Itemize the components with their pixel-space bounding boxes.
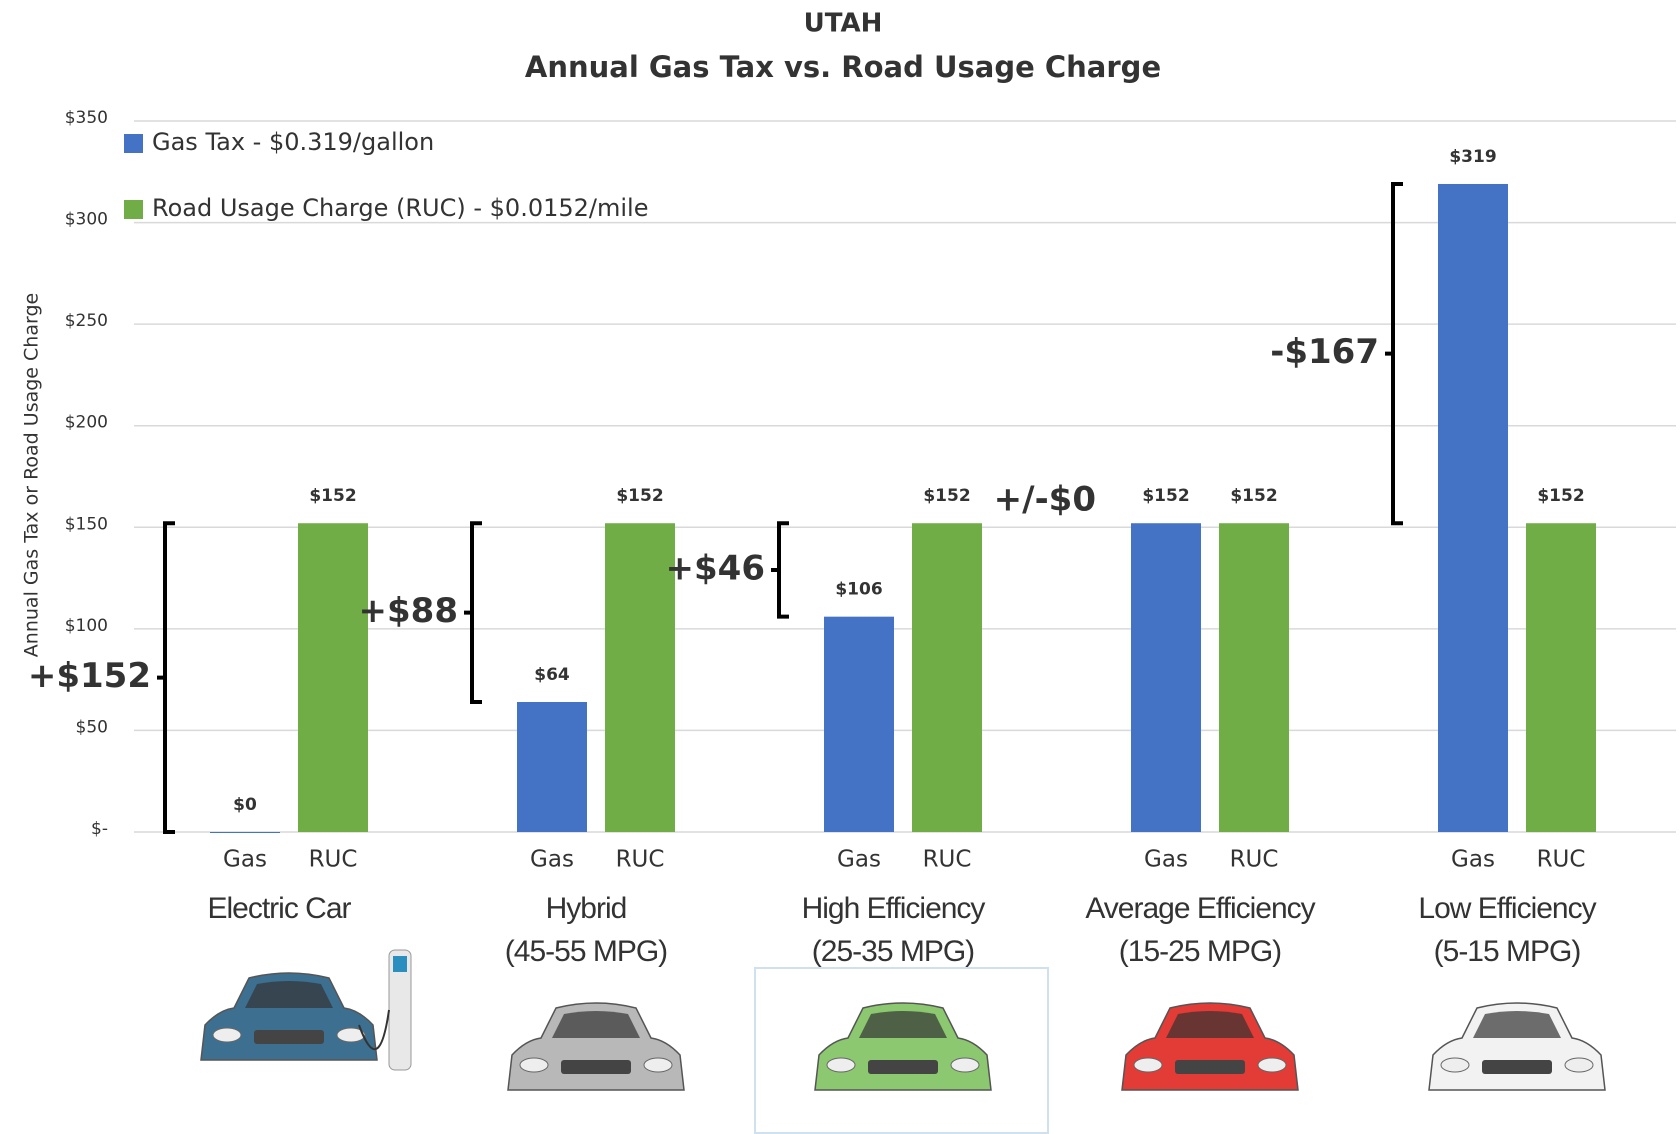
bar <box>1131 523 1201 832</box>
value-label: $152 <box>923 486 970 506</box>
bar <box>1438 183 1508 832</box>
chart-title: UTAH <box>804 9 883 39</box>
car-grille <box>1175 1060 1245 1074</box>
car-body <box>200 972 378 1061</box>
bar <box>1219 523 1289 832</box>
x-tick-label: RUC <box>309 847 358 873</box>
category-label: (15-25 MPG) <box>1119 935 1281 968</box>
category-label: Average Efficiency <box>1085 892 1315 925</box>
bracket <box>464 521 482 704</box>
car-window <box>859 1011 947 1038</box>
category-label: High Efficiency <box>802 892 986 925</box>
y-tick-label: $50 <box>76 717 108 737</box>
car-window <box>245 981 333 1008</box>
value-label: $152 <box>1230 486 1277 506</box>
category-label: Electric Car <box>207 892 351 925</box>
car-light <box>1257 1057 1287 1073</box>
annotation: +$46 <box>666 548 765 588</box>
y-tick-label: $200 <box>65 413 108 433</box>
category-label: (5-15 MPG) <box>1434 935 1581 968</box>
y-tick-label: $100 <box>65 616 108 636</box>
bracket <box>157 521 175 834</box>
value-label: $152 <box>309 486 356 506</box>
car-window <box>1473 1011 1561 1038</box>
annotation: +/-$0 <box>994 480 1096 520</box>
x-tick-label: Gas <box>223 847 267 873</box>
car-body <box>1121 1002 1299 1091</box>
value-label: $152 <box>1142 486 1189 506</box>
legend-swatch <box>124 200 143 219</box>
bar <box>517 701 587 832</box>
bracket <box>1385 181 1403 526</box>
car-light <box>826 1057 856 1073</box>
annotation: +$88 <box>359 591 458 631</box>
car-body <box>1428 1002 1606 1091</box>
x-tick-label: RUC <box>1230 847 1279 873</box>
bracket <box>771 521 789 619</box>
car-grille <box>868 1060 938 1074</box>
y-tick-label: $150 <box>65 514 108 534</box>
car-body <box>814 1002 992 1091</box>
car-grille <box>561 1060 631 1074</box>
car-grille <box>254 1030 324 1044</box>
category-label: (25-35 MPG) <box>812 935 974 968</box>
x-tick-label: Gas <box>1144 847 1188 873</box>
value-label: $152 <box>616 486 663 506</box>
legend-swatch <box>124 134 143 153</box>
category-label: Low Efficiency <box>1418 892 1596 925</box>
legend-label: Road Usage Charge (RUC) - $0.0152/mile <box>152 194 648 222</box>
car-light <box>519 1057 549 1073</box>
charger-cable <box>358 1009 390 1051</box>
x-tick-label: Gas <box>530 847 574 873</box>
y-tick-label: $350 <box>65 108 108 128</box>
car-light <box>336 1027 366 1043</box>
y-tick-label: $- <box>91 819 108 839</box>
chart-subtitle: Annual Gas Tax vs. Road Usage Charge <box>525 50 1161 84</box>
category-label: (45-55 MPG) <box>505 935 667 968</box>
legend-label: Gas Tax - $0.319/gallon <box>152 128 434 156</box>
car-body <box>507 1002 685 1091</box>
y-tick-label: $250 <box>65 311 108 331</box>
bar <box>912 523 982 832</box>
x-tick-label: Gas <box>837 847 881 873</box>
x-tick-label: RUC <box>923 847 972 873</box>
car-light <box>643 1057 673 1073</box>
car-light <box>1440 1057 1470 1073</box>
highlight-box <box>754 967 1049 1134</box>
car-light <box>1564 1057 1594 1073</box>
car-window <box>1166 1011 1254 1038</box>
value-label: $106 <box>835 580 882 600</box>
car-grille <box>1482 1060 1552 1074</box>
bar <box>1526 523 1596 832</box>
bar <box>605 523 675 832</box>
bar <box>824 616 894 832</box>
charger-screen <box>393 956 407 972</box>
value-label: $152 <box>1537 486 1584 506</box>
y-tick-label: $300 <box>65 210 108 230</box>
y-axis-label: Annual Gas Tax or Road Usage Charge <box>21 293 43 657</box>
annotation: -$167 <box>1270 332 1379 372</box>
x-tick-label: Gas <box>1451 847 1495 873</box>
annotation: +$152 <box>28 656 151 696</box>
car-window <box>552 1011 640 1038</box>
car-light <box>950 1057 980 1073</box>
bar <box>298 523 368 832</box>
value-label: $64 <box>534 665 570 685</box>
category-label: Hybrid <box>546 892 627 925</box>
bar <box>210 832 280 833</box>
car-light <box>212 1027 242 1043</box>
car-light <box>1133 1057 1163 1073</box>
x-tick-label: RUC <box>616 847 665 873</box>
x-tick-label: RUC <box>1537 847 1586 873</box>
value-label: $319 <box>1449 147 1496 167</box>
value-label: $0 <box>233 795 257 815</box>
